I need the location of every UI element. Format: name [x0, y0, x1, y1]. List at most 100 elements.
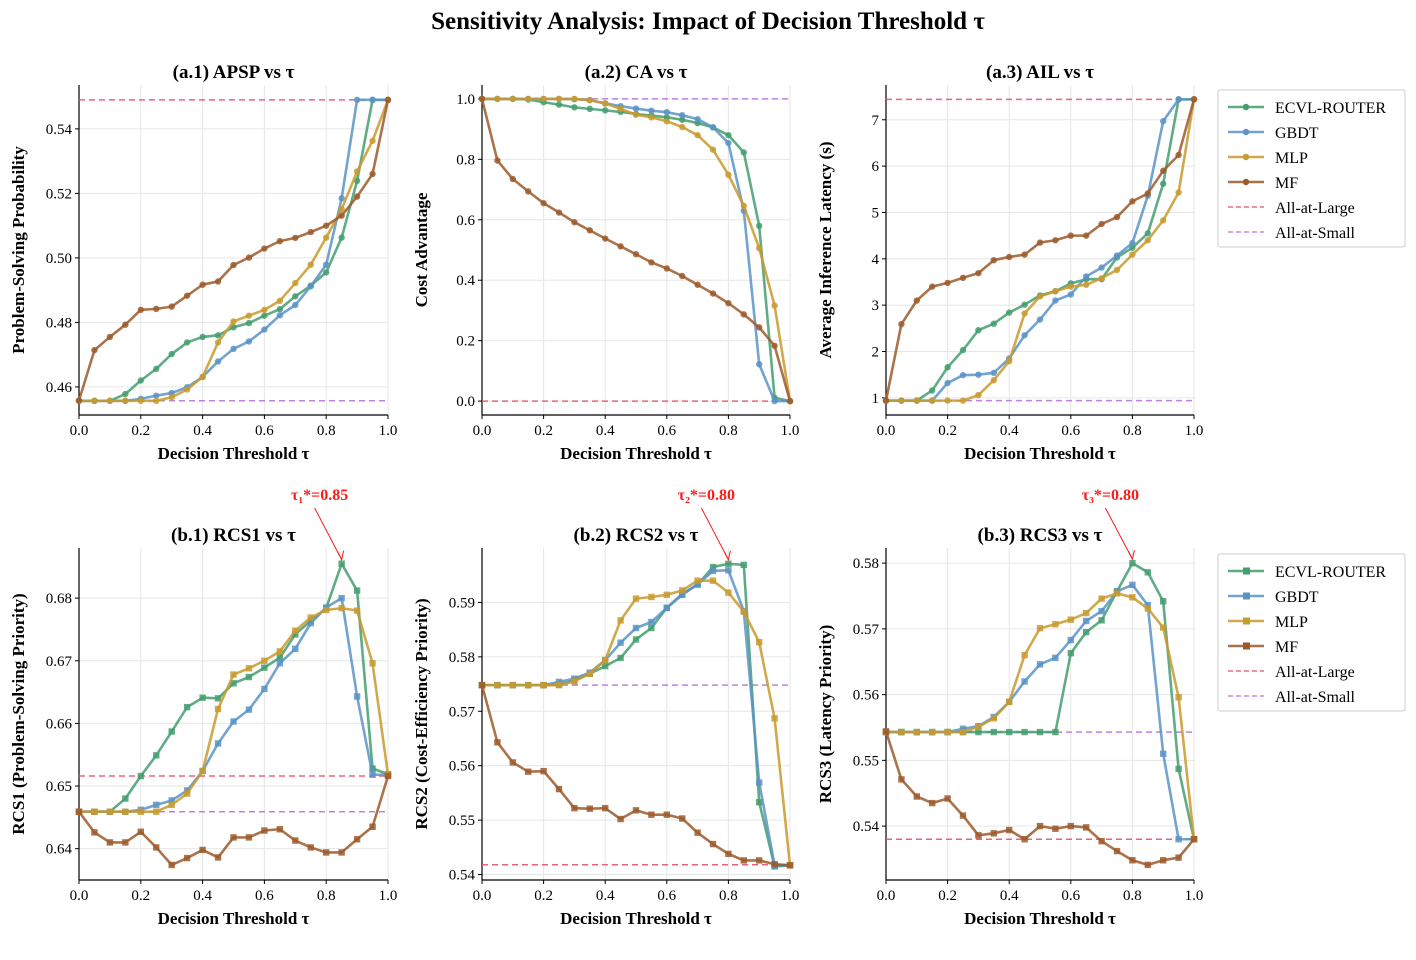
data-point: [709, 124, 717, 131]
data-point: [525, 95, 532, 103]
legend-box: [1217, 89, 1406, 248]
x-tick-label: 0.8: [1123, 423, 1142, 439]
y-tick-label: 0.57: [449, 704, 476, 720]
data-point: [555, 101, 563, 108]
data-point: [1006, 698, 1013, 706]
data-point: [959, 397, 967, 404]
data-point: [648, 624, 655, 632]
data-point: [571, 218, 578, 226]
data-point: [230, 261, 237, 269]
data-point: [1052, 237, 1059, 244]
y-axis-label: RCS2 (Cost-Efficiency Priority): [412, 598, 431, 829]
data-point: [959, 274, 967, 282]
y-tick-label: 0.6: [456, 213, 475, 229]
legend-label: MLP: [1275, 150, 1308, 167]
data-point: [990, 728, 997, 736]
data-point: [756, 638, 763, 646]
y-tick-label: 0.2: [456, 334, 475, 350]
data-point: [694, 115, 701, 123]
data-point: [153, 365, 160, 373]
data-point: [1129, 244, 1136, 251]
data-point: [944, 795, 951, 802]
data-point: [959, 812, 967, 819]
data-point: [709, 567, 717, 575]
data-point: [617, 243, 624, 250]
data-point: [709, 290, 717, 297]
data-point: [494, 95, 501, 103]
data-point: [199, 373, 206, 381]
legend-label: All-at-Large: [1275, 664, 1355, 681]
data-point: [929, 387, 936, 394]
data-point: [307, 261, 314, 268]
data-point: [771, 861, 778, 868]
y-tick-label: 2: [872, 345, 880, 361]
data-point: [1006, 826, 1013, 834]
data-point: [91, 808, 98, 815]
data-point: [353, 587, 361, 594]
x-axis-label: Decision Threshold τ: [560, 909, 712, 928]
data-point: [632, 807, 640, 814]
data-point: [944, 728, 951, 736]
x-tick-label: 0.0: [70, 423, 89, 439]
data-point: [353, 193, 361, 200]
data-point: [663, 118, 670, 125]
legend-label: ECVL-ROUTER: [1275, 564, 1386, 581]
data-point: [1098, 595, 1105, 602]
data-point: [261, 326, 268, 333]
series-line-mf: [884, 99, 1196, 401]
data-point: [168, 394, 175, 401]
subplot-title: (a.3) AIL vs τ: [986, 62, 1094, 83]
data-point: [975, 391, 982, 399]
data-point: [1175, 189, 1182, 196]
data-point: [679, 123, 686, 131]
data-point: [1006, 358, 1013, 365]
data-point: [183, 339, 191, 346]
data-point: [694, 581, 701, 588]
data-point: [1144, 230, 1152, 237]
data-point: [1175, 765, 1182, 773]
data-point: [214, 332, 222, 339]
y-tick-label: 1.0: [456, 92, 475, 108]
x-tick-label: 0.4: [193, 423, 212, 439]
data-point: [292, 627, 299, 634]
legend-label: All-at-Small: [1275, 689, 1356, 706]
data-point: [1113, 847, 1121, 855]
y-tick-label: 0.56: [449, 759, 476, 775]
data-point: [292, 645, 299, 653]
data-point: [509, 759, 516, 766]
data-point: [632, 105, 640, 112]
data-point: [1098, 617, 1105, 624]
data-point: [663, 265, 670, 272]
data-point: [975, 728, 982, 736]
data-point: [509, 175, 516, 183]
data-point: [292, 301, 299, 309]
x-axis-label: Decision Threshold τ: [158, 909, 310, 928]
x-tick-label: 0.2: [131, 423, 150, 439]
data-point: [663, 108, 670, 116]
data-point: [106, 397, 114, 405]
data-point: [153, 392, 160, 399]
data-point: [276, 297, 284, 305]
data-point: [230, 318, 237, 325]
data-point: [369, 660, 376, 667]
x-tick-label: 0.2: [534, 423, 553, 439]
data-point: [276, 237, 284, 245]
data-point: [586, 227, 593, 234]
data-point: [153, 752, 160, 759]
data-point: [1083, 232, 1090, 239]
data-point: [975, 723, 982, 731]
data-point: [959, 346, 967, 354]
legend-label: MLP: [1275, 614, 1308, 631]
data-point: [602, 656, 609, 664]
series-line-mlp: [79, 606, 390, 814]
data-point: [1083, 281, 1090, 288]
data-point: [929, 397, 936, 404]
data-point: [1052, 621, 1059, 628]
data-point: [648, 114, 655, 121]
annotation-arrow: [1104, 507, 1133, 560]
data-point: [292, 631, 299, 638]
data-point: [122, 390, 129, 398]
data-point: [338, 604, 345, 612]
data-point: [230, 671, 237, 678]
data-point: [153, 305, 160, 313]
